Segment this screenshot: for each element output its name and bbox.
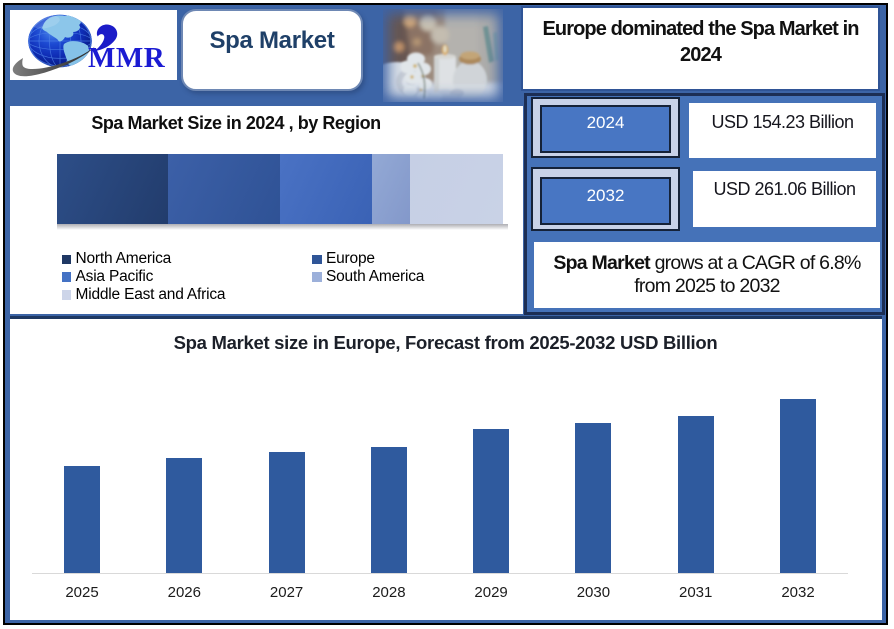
svg-text:MMR: MMR [88,42,166,74]
